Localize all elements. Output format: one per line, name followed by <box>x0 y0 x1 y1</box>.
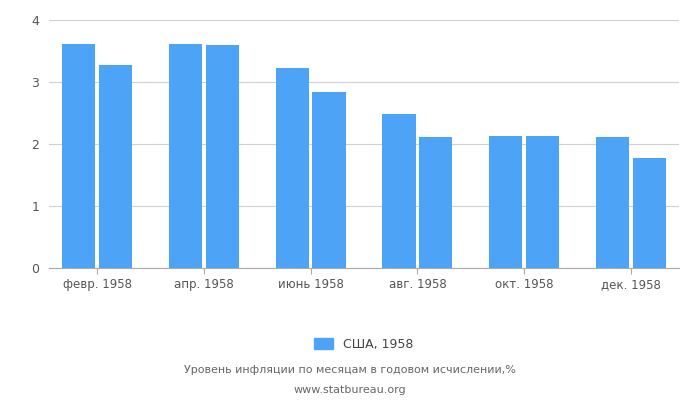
Bar <box>169 44 202 268</box>
Bar <box>596 137 629 268</box>
Legend: США, 1958: США, 1958 <box>309 333 419 356</box>
Bar <box>382 114 416 268</box>
Bar <box>99 65 132 268</box>
Bar <box>312 92 346 268</box>
Bar <box>276 68 309 268</box>
Text: Уровень инфляции по месяцам в годовом исчислении,%: Уровень инфляции по месяцам в годовом ис… <box>184 365 516 375</box>
Bar <box>206 46 239 268</box>
Bar <box>526 136 559 268</box>
Bar <box>633 158 666 268</box>
Bar <box>489 136 522 268</box>
Text: www.statbureau.org: www.statbureau.org <box>294 385 406 395</box>
Bar <box>419 136 452 268</box>
Bar <box>62 44 95 268</box>
